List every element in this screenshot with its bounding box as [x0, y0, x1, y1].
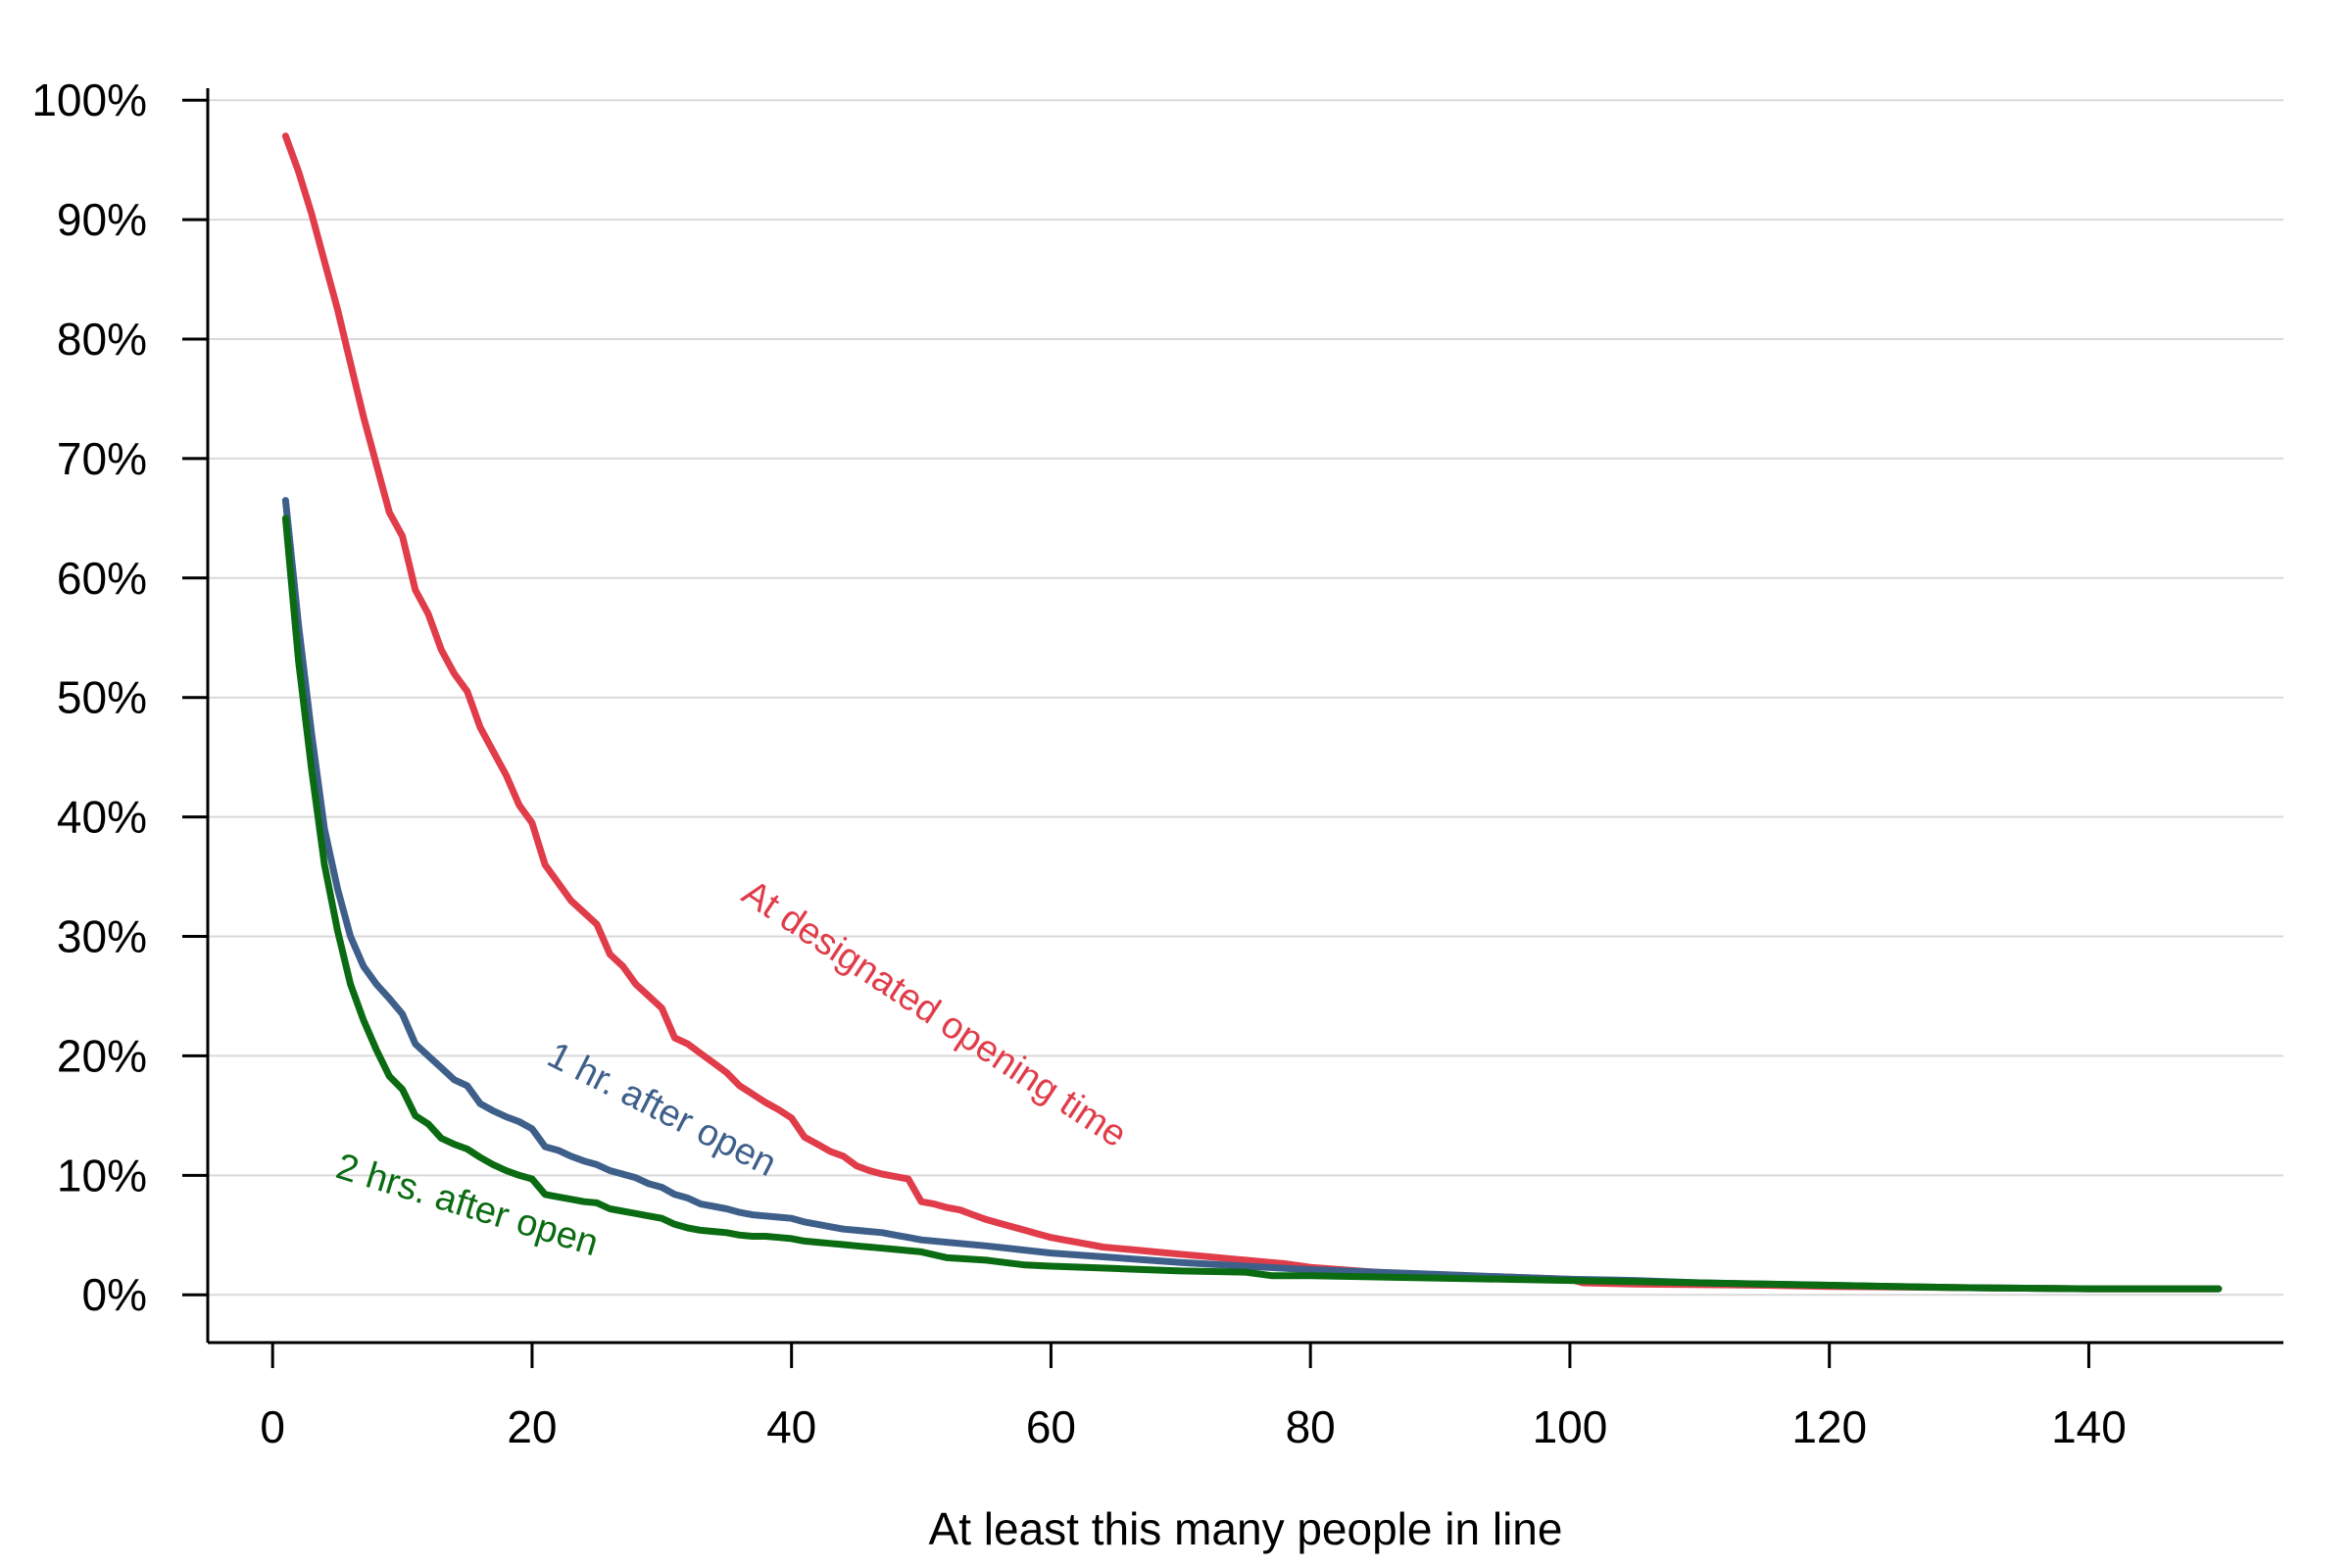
y-tick-label: 0% — [82, 1269, 147, 1320]
series-label-3: 2 hrs. after open — [331, 1146, 603, 1264]
gridlines — [208, 99, 2283, 1297]
series-line-1 — [281, 132, 2223, 1293]
x-tick-label: 140 — [2051, 1401, 2127, 1452]
tick-marks: 0% 10% 20% 30% 40% 50% 60% 70% 80% 90% 100% 0 20 40 60… — [31, 74, 2126, 1452]
y-tick-label: 30% — [57, 911, 147, 962]
x-axis-title: At least this many people in line — [929, 1503, 1563, 1554]
y-tick-label: 10% — [57, 1150, 147, 1200]
series-label-1: At designated opening time — [735, 872, 1134, 1155]
y-tick-label: 70% — [57, 433, 147, 484]
x-tick-label: 0 — [260, 1401, 285, 1452]
x-tick-label: 40 — [766, 1401, 816, 1452]
x-tick-label: 20 — [507, 1401, 557, 1452]
series-lines — [281, 132, 2223, 1293]
x-tick-label: 100 — [1533, 1401, 1608, 1452]
x-tick-label: 80 — [1286, 1401, 1336, 1452]
series-line-2 — [281, 497, 2223, 1293]
series-label-2: 1 hr. after open — [541, 1035, 783, 1185]
x-tick-label: 60 — [1026, 1401, 1076, 1452]
x-tick-label: 120 — [1791, 1401, 1867, 1452]
y-tick-label: 60% — [57, 553, 147, 604]
y-tick-label: 40% — [57, 792, 147, 843]
series-line-3 — [281, 514, 2223, 1293]
y-tick-label: 100% — [31, 74, 147, 125]
y-tick-label: 50% — [57, 672, 147, 723]
y-tick-label: 90% — [57, 194, 147, 245]
axes — [206, 88, 2283, 1345]
y-tick-label: 80% — [57, 314, 147, 365]
y-tick-label: 20% — [57, 1030, 147, 1081]
